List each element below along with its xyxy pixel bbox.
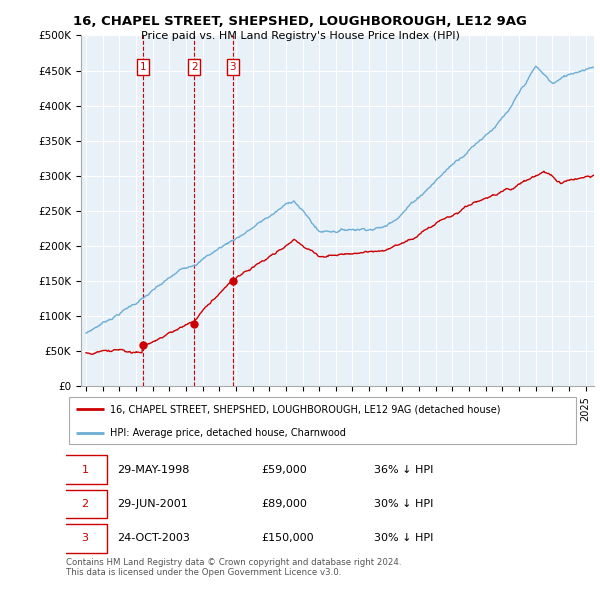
FancyBboxPatch shape — [68, 397, 577, 444]
Text: 30% ↓ HPI: 30% ↓ HPI — [374, 499, 433, 509]
Text: 29-JUN-2001: 29-JUN-2001 — [118, 499, 188, 509]
Text: £59,000: £59,000 — [261, 465, 307, 475]
FancyBboxPatch shape — [64, 455, 107, 484]
Text: Price paid vs. HM Land Registry's House Price Index (HPI): Price paid vs. HM Land Registry's House … — [140, 31, 460, 41]
Text: 16, CHAPEL STREET, SHEPSHED, LOUGHBOROUGH, LE12 9AG (detached house): 16, CHAPEL STREET, SHEPSHED, LOUGHBOROUG… — [110, 404, 500, 414]
Text: 36% ↓ HPI: 36% ↓ HPI — [374, 465, 433, 475]
Text: 29-MAY-1998: 29-MAY-1998 — [118, 465, 190, 475]
Text: 1: 1 — [140, 62, 146, 72]
Text: 1: 1 — [82, 465, 88, 475]
Text: 2: 2 — [82, 499, 89, 509]
Text: 16, CHAPEL STREET, SHEPSHED, LOUGHBOROUGH, LE12 9AG: 16, CHAPEL STREET, SHEPSHED, LOUGHBOROUG… — [73, 15, 527, 28]
FancyBboxPatch shape — [64, 490, 107, 519]
Text: £89,000: £89,000 — [261, 499, 307, 509]
Text: HPI: Average price, detached house, Charnwood: HPI: Average price, detached house, Char… — [110, 428, 346, 438]
Text: Contains HM Land Registry data © Crown copyright and database right 2024.
This d: Contains HM Land Registry data © Crown c… — [66, 558, 401, 577]
Text: 30% ↓ HPI: 30% ↓ HPI — [374, 533, 433, 543]
Text: 3: 3 — [230, 62, 236, 72]
Text: 2: 2 — [191, 62, 197, 72]
FancyBboxPatch shape — [64, 524, 107, 552]
Text: 24-OCT-2003: 24-OCT-2003 — [118, 533, 190, 543]
Text: 3: 3 — [82, 533, 88, 543]
Text: £150,000: £150,000 — [261, 533, 314, 543]
